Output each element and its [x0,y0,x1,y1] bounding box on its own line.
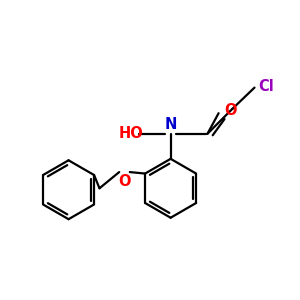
Text: HO: HO [118,126,143,141]
Text: N: N [164,117,177,132]
Text: O: O [224,103,237,118]
Text: Cl: Cl [258,79,274,94]
Text: O: O [118,174,131,189]
